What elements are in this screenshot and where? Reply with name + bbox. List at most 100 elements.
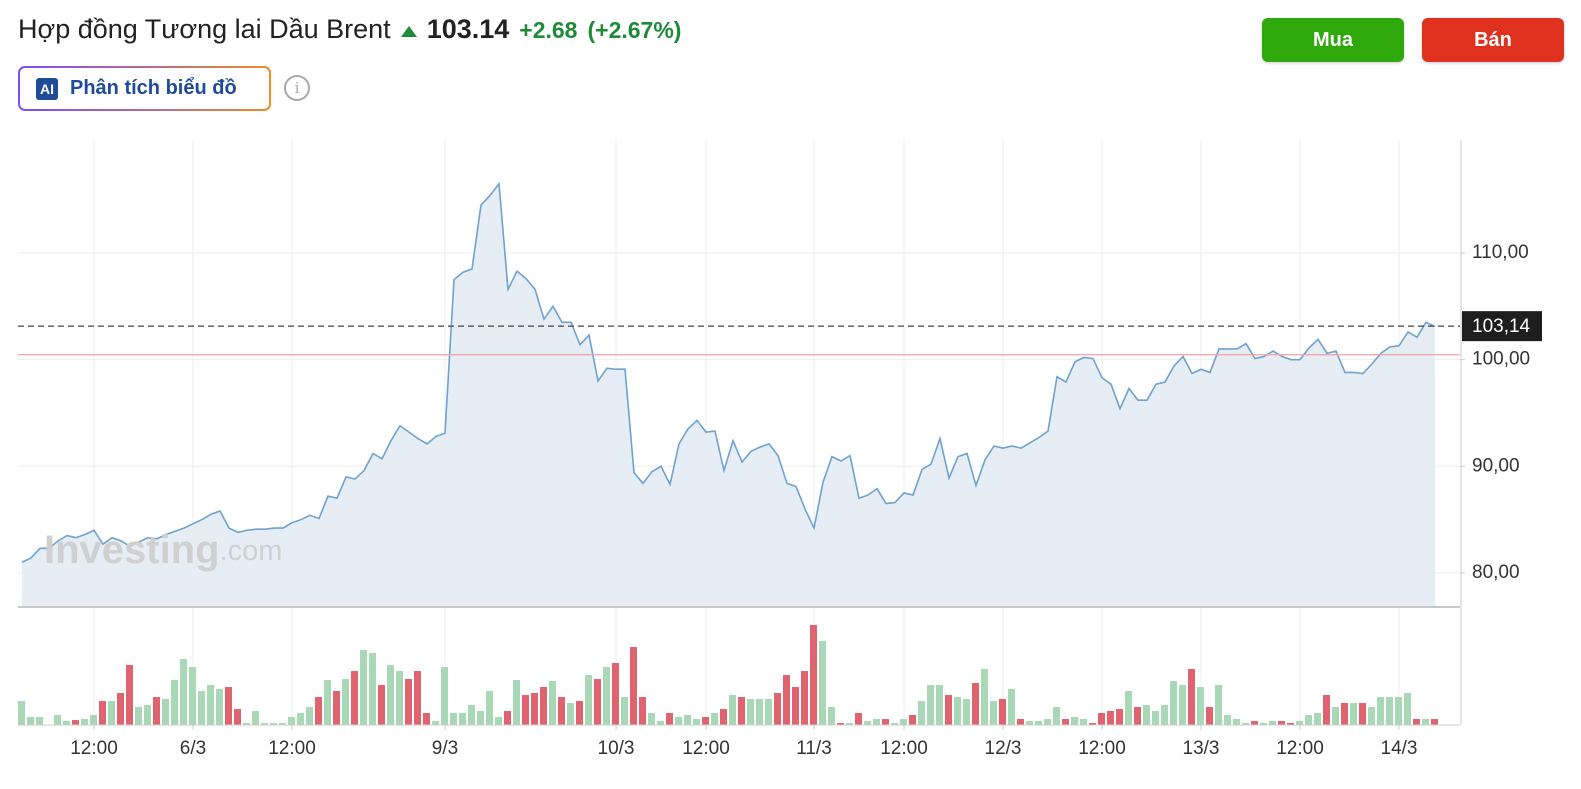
volume-bar [306,707,313,725]
volume-bar [819,641,826,725]
last-price-label: 103,14 [1472,316,1531,337]
volume-bar [1359,703,1366,725]
volume-bar [774,693,781,725]
volume-bar [792,687,799,725]
volume-bar [675,717,682,725]
volume-bar [288,717,295,725]
volume-bar [1224,715,1231,725]
volume-bar [279,723,286,725]
volume-bar [963,699,970,725]
volume-bar [1296,721,1303,725]
volume-bar [1260,723,1267,725]
volume-bar [891,723,898,725]
x-tick-label: 11/3 [796,738,832,759]
volume-bar [549,681,556,725]
x-tick-label: 14/3 [1381,738,1418,759]
volume-bar [1071,717,1078,725]
volume-bar [117,693,124,725]
volume-bar [990,701,997,725]
volume-bar [882,719,889,725]
volume-bar [513,680,520,725]
price: 103.14 [426,14,510,44]
y-tick-label: 100,00 [1472,349,1530,370]
volume-bar [540,687,547,725]
area-fill [22,183,1435,608]
volume-bar [1044,719,1051,725]
volume-bar [684,715,691,725]
price-line [21,181,1436,563]
volume-bar [1215,685,1222,725]
volume-bar [495,717,502,725]
volume-bar [612,663,619,725]
volume-bar [1386,697,1393,725]
volume-bar [1098,713,1105,725]
volume-bar [558,697,565,725]
volume-bar [414,671,421,725]
volume-bar [486,691,493,725]
volume-bar [270,723,277,725]
header: Hợp đồng Tương lai Dầu Brent 103.14 +2.6… [18,14,681,45]
volume-bar [585,675,592,725]
volume-bar [720,709,727,725]
volume-bar [1026,721,1033,725]
volume-bar [1017,719,1024,725]
y-tick-label: 90,00 [1472,455,1520,476]
volume-bar [99,701,106,725]
volume-bar [531,693,538,725]
title: Hợp đồng Tương lai Dầu Brent [18,14,391,44]
volume-bar [1206,707,1213,725]
buy-button[interactable]: Mua [1262,18,1404,62]
volume-bar [72,720,79,725]
volume-bar [711,713,718,725]
volume-bar [1188,669,1195,725]
volume-bar [855,713,862,725]
volume-bar [207,685,214,725]
volume-bar [1179,685,1186,725]
volume-bar [1377,697,1384,725]
x-tick-label: 6/3 [180,738,206,759]
volume-bar [783,675,790,725]
volume-bar [459,713,466,725]
volume-bar [927,685,934,725]
volume-bar [1305,715,1312,725]
volume-bar [216,689,223,725]
volume-bar [666,713,673,725]
change: +2.68 [519,17,578,43]
volume-bar [756,699,763,725]
volume-bar [144,705,151,725]
sell-button[interactable]: Bán [1422,18,1564,62]
volume-bar [1278,721,1285,725]
volume-bar [432,721,439,725]
volume-bar [1170,681,1177,725]
volume-bar [1332,707,1339,725]
volume-bar [504,711,511,725]
volume-bar [828,707,835,725]
volume-bar [522,695,529,725]
volume-bar [1125,691,1132,725]
volume-bar [1197,687,1204,725]
up-arrow [400,26,417,37]
volume-bar [1287,723,1294,725]
volume-bar [729,695,736,725]
x-tick-label: 13/3 [1183,738,1220,759]
volume-bar [621,697,628,725]
ai-button[interactable]: AI Phân tích biểu đồ [18,66,271,111]
volume-bar [1134,707,1141,725]
volume-bar [1143,705,1150,725]
volume-bar [1116,709,1123,725]
x-tick-label: 12:00 [682,738,730,759]
volume-bar [1035,721,1042,725]
volume-bar [36,717,43,725]
watermark-brand: Investing [44,528,220,572]
volume-bar [657,721,664,725]
x-tick-label: 10/3 [598,738,635,759]
volume-bar [1323,695,1330,725]
volume-bar [918,701,925,725]
ai-button-inner: AI Phân tích biểu đồ [20,68,269,109]
volume-bar [1422,719,1429,725]
volume-bar [873,719,880,725]
info-icon[interactable]: i [284,75,310,101]
volume-bar [1233,719,1240,725]
